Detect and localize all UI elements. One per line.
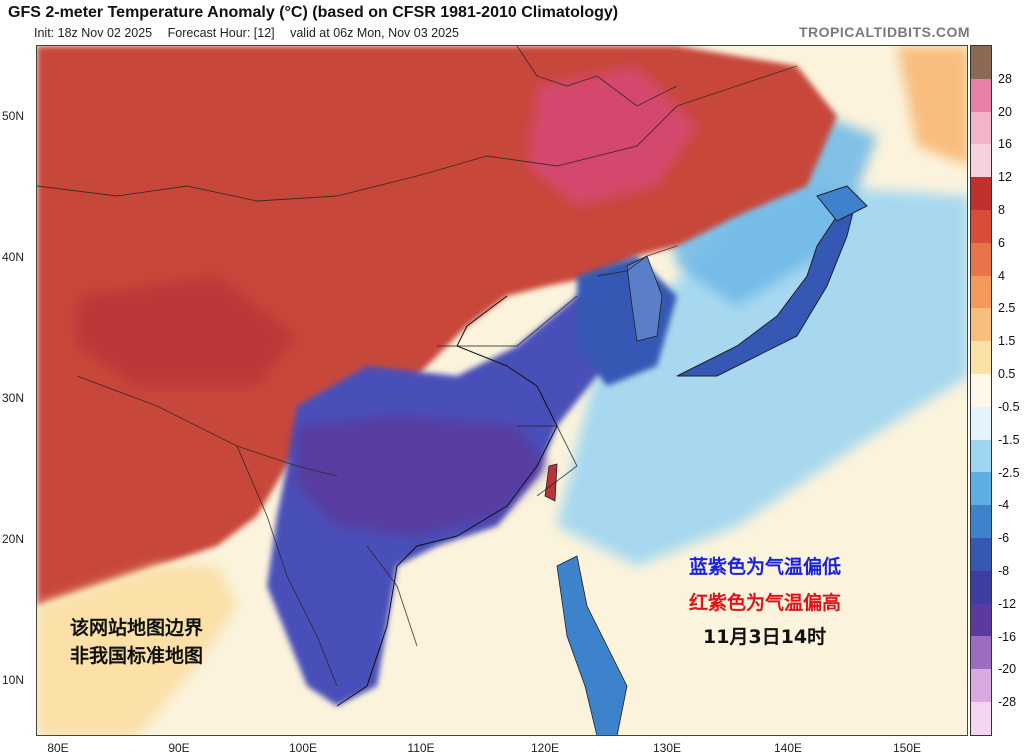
colorbar-label: 4 [998,268,1005,283]
colorbar-segment [971,111,991,145]
colorbar-label: -12 [998,596,1017,611]
colorbar-segment [971,472,991,506]
pacific-cool-band [557,186,967,566]
colorbar-label: -2.5 [998,465,1020,480]
colorbar-segment [971,373,991,407]
lon-label-150e: 150E [892,741,922,755]
colorbar-segment [971,242,991,276]
chart-title: GFS 2-meter Temperature Anomaly (°C) (ba… [8,4,619,21]
colorbar-label: 28 [998,71,1012,86]
lat-label-10n: 10N [2,673,25,687]
lon-label-100e: 100E [288,741,318,755]
border-lines [37,46,798,687]
colorbar-label: 8 [998,203,1005,218]
colorbar-segment [971,505,991,538]
coastline [336,295,558,707]
colorbar-label: -0.5 [998,399,1020,414]
colorbar-segment [971,308,991,342]
colorbar-label: -6 [998,531,1010,546]
colorbar-label: 20 [998,104,1012,119]
colorbar-label: -28 [998,695,1017,710]
cold-legend-note: 蓝紫色为气温偏低 [689,556,842,578]
colorbar-label: -4 [998,498,1010,513]
disclaimer-line-1: 该网站地图边界 [70,617,204,639]
taiwan [544,463,558,502]
lon-label-90e: 90E [168,741,190,755]
colorbar-segment [971,570,991,604]
lon-label-140e: 140E [773,741,803,755]
philippines [556,555,628,735]
colorbar-label: 2.5 [998,301,1016,316]
colorbar-label: -8 [998,563,1010,578]
forecast-info: Init: 18z Nov 02 2025 Forecast Hour: [12… [34,26,471,40]
map-canvas [37,46,967,735]
colorbar-label: -16 [998,629,1017,644]
lat-label-50n: 50N [2,109,25,123]
lon-label-80e: 80E [47,741,69,755]
colorbar-label: 6 [998,235,1005,250]
anomaly-map [36,45,968,736]
colorbar-segment [971,636,991,670]
colorbar-segment [971,603,991,637]
lon-label-120e: 120E [530,741,560,755]
far-east-warm [897,46,967,166]
colorbar-segment [971,537,991,571]
colorbar-segment [971,144,991,178]
lon-label-130e: 130E [652,741,682,755]
local-time-note: 11月3日14时 [703,626,827,648]
colorbar-segment [971,275,991,309]
colorbar-label: 12 [998,170,1012,185]
lat-label-20n: 20N [2,532,25,546]
forecast-hour: Forecast Hour: [12] [167,26,275,40]
map-disclaimer: 该网站地图边界 非我国标准地图 [70,614,203,670]
mongolia-warm-patch [527,66,697,206]
hokkaido [816,185,868,222]
colorbar-segment [971,406,991,440]
colorbar-segment [971,78,991,112]
colorbar-label: 16 [998,137,1012,152]
disclaimer-line-2: 非我国标准地图 [70,645,204,667]
colorbar-segment [971,701,991,735]
colorbar-segment [971,439,991,473]
colorbar-segment [971,177,991,210]
tibet-warm-patch [77,276,297,386]
bay-of-bengal-warm [37,566,237,735]
colorbar [970,45,992,736]
lat-label-40n: 40N [2,250,25,264]
colorbar-label: 0.5 [998,367,1016,382]
colorbar-segment [971,46,991,79]
colorbar-segment [971,669,991,702]
colorbar-segment [971,341,991,374]
init-time: Init: 18z Nov 02 2025 [34,26,153,40]
colorbar-label: 1.5 [998,334,1016,349]
central-china-violet [297,416,547,536]
lat-label-30n: 30N [2,391,25,405]
colorbar-segment [971,209,991,243]
site-brand: TROPICALTIDBITS.COM [798,24,970,40]
colorbar-label: -1.5 [998,432,1020,447]
warm-legend-note: 红紫色为气温偏高 [689,592,842,614]
lon-label-110e: 110E [407,741,435,755]
valid-time: valid at 06z Mon, Nov 03 2025 [290,26,459,40]
colorbar-label: -20 [998,662,1017,677]
